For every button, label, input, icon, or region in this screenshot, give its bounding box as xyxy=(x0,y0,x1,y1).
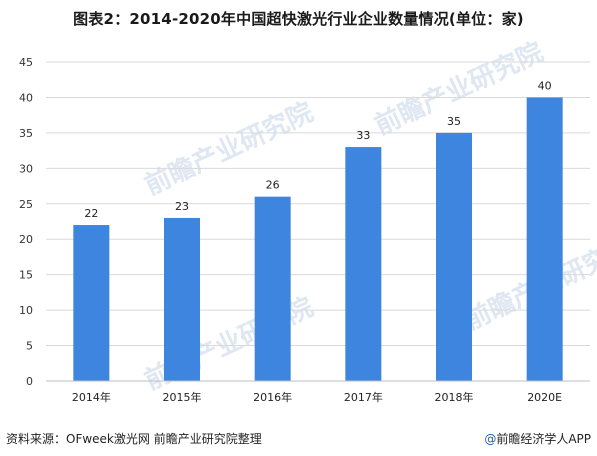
y-tick-label: 35 xyxy=(19,127,33,140)
y-tick-label: 45 xyxy=(19,56,33,69)
bar xyxy=(345,147,382,381)
watermark-0: 前瞻产业研究院 xyxy=(140,96,318,201)
y-tick-label: 10 xyxy=(19,304,33,317)
data-label: 40 xyxy=(538,79,552,92)
x-tick-label: 2014年 xyxy=(72,390,111,404)
y-tick-label: 30 xyxy=(19,162,33,175)
data-label: 35 xyxy=(447,115,461,128)
y-tick-label: 40 xyxy=(19,91,33,104)
data-label: 33 xyxy=(356,129,370,142)
bar xyxy=(436,132,472,381)
chart-title: 图表2：2014-2020年中国超快激光行业企业数量情况(单位：家) xyxy=(73,10,524,28)
y-tick-label: 20 xyxy=(19,233,33,246)
at-icon: @ xyxy=(484,432,497,446)
data-label: 26 xyxy=(266,179,280,192)
credit: @前瞻经济学人APP xyxy=(484,430,591,447)
data-label: 23 xyxy=(175,200,189,213)
x-tick-label: 2020E xyxy=(527,391,562,404)
credit-label: 前瞻经济学人APP xyxy=(496,432,591,446)
footer: 资料来源：OFweek激光网 前瞻产业研究院整理 @前瞻经济学人APP xyxy=(0,426,597,456)
y-axis-ticks: 0 5 10 15 20 25 30 35 40 45 xyxy=(19,56,33,388)
y-tick-label: 15 xyxy=(19,269,33,282)
data-label: 22 xyxy=(84,207,98,220)
bar xyxy=(164,217,200,381)
bar xyxy=(254,196,291,381)
y-tick-label: 0 xyxy=(26,375,33,388)
bars xyxy=(73,97,563,381)
bar-chart: 前瞻产业研究院前瞻产业研究院前瞻产业研究院前瞻产业研究院 05101520253… xyxy=(19,36,597,404)
x-axis-ticks: 2014年 2015年 2016年 2017年 2018年 2020E xyxy=(72,390,562,404)
source-note: 资料来源：OFweek激光网 前瞻产业研究院整理 xyxy=(6,432,262,446)
x-tick-label: 2017年 xyxy=(344,390,383,404)
data-labels: 22 23 26 33 35 40 xyxy=(84,79,551,220)
y-tick-label: 25 xyxy=(19,198,33,211)
bar xyxy=(526,97,563,381)
gridlines xyxy=(46,61,590,347)
x-tick-label: 2015年 xyxy=(163,390,202,404)
y-tick-label: 5 xyxy=(26,340,33,353)
bar xyxy=(73,225,110,381)
x-tick-label: 2018年 xyxy=(435,390,474,404)
x-tick-label: 2016年 xyxy=(253,390,292,404)
